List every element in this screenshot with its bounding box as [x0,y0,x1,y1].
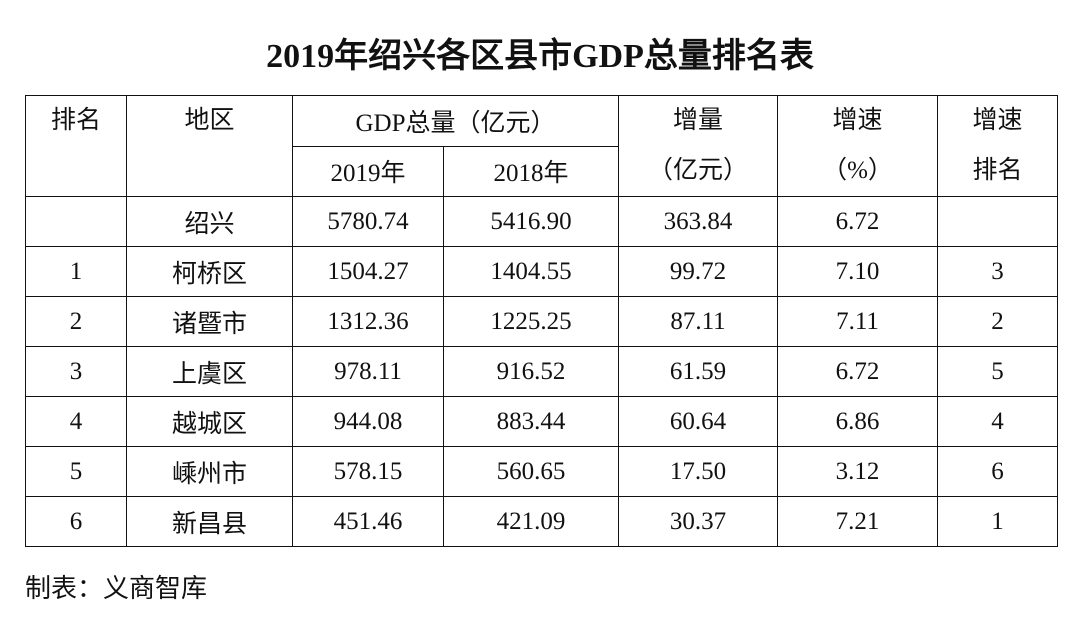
header-line: 增量 [672,107,723,134]
table-cell: 新昌县 [126,496,293,547]
table-row: 2 诸暨市 1312.36 1225.25 87.11 7.11 2 [25,296,1058,347]
table-row: 5 嵊州市 578.15 560.65 17.50 3.12 6 [25,446,1058,497]
table-body: 排名 地区 GDP总量（亿元） 增量 （亿元） 增速 （%） 增速 排名 2019年 2018年 绍兴… [25,95,1058,547]
table-cell: 6.72 [777,346,938,397]
table-cell: 2 [937,296,1058,347]
table-row: 6 新昌县 451.46 421.09 30.37 7.21 1 [25,496,1058,547]
table-cell: 1504.27 [292,246,444,297]
table-cell: 诸暨市 [126,296,293,347]
table-cell: 883.44 [443,396,619,447]
header-cell: 增量 （亿元） [618,95,778,197]
table-cell: 6 [937,446,1058,497]
table-cell: 5780.74 [292,196,444,247]
table-cell [937,196,1058,247]
footer: 制表：义商智库 [25,574,208,603]
table-cell: 30.37 [618,496,778,547]
table-cell: 7.10 [777,246,938,297]
table-cell: 6.86 [777,396,938,447]
table-cell: 5 [937,346,1058,397]
table-cell: 4 [25,396,127,447]
table-cell: 916.52 [443,346,619,397]
table-cell: 560.65 [443,446,619,497]
header-row: 排名 地区 GDP总量（亿元） 增量 （亿元） 增速 （%） 增速 排名 [25,95,1058,197]
table-cell: 363.84 [618,196,778,247]
table-cell: 3.12 [777,446,938,497]
table-cell: 6.72 [777,196,938,247]
table-cell: 1225.25 [443,296,619,347]
table-cell: 421.09 [443,496,619,547]
title: 2019年绍兴各区县市GDP总量排名表 [266,38,814,75]
table-cell: 17.50 [618,446,778,497]
table-cell: 944.08 [292,396,444,447]
header-cell: 地区 [126,95,293,197]
table-cell: 5 [25,446,127,497]
table-cell: 978.11 [292,346,444,397]
table-cell: 99.72 [618,246,778,297]
header-line: 排名 [50,107,101,134]
table-row: 1 柯桥区 1504.27 1404.55 99.72 7.10 3 [25,246,1058,297]
table-cell: 上虞区 [126,346,293,397]
header-line: 增速 [972,107,1023,134]
table-cell [25,196,127,247]
table-cell: 嵊州市 [126,446,293,497]
header-line: 地区 [184,107,235,134]
header-line: （%） [822,157,893,184]
table-cell: 7.11 [777,296,938,347]
table-cell: 1 [937,496,1058,547]
table-cell: 1 [25,246,127,297]
table-cell: 1312.36 [292,296,444,347]
header-cell: 增速 排名 [937,95,1058,197]
table-cell: 1404.55 [443,246,619,297]
table-row: 绍兴 5780.74 5416.90 363.84 6.72 [25,196,1058,247]
table-cell: 578.15 [292,446,444,497]
header-line: 排名 [972,157,1023,184]
table-row: 3 上虞区 978.11 916.52 61.59 6.72 5 [25,346,1058,397]
header-line: 增速 [832,107,883,134]
table-cell: 60.64 [618,396,778,447]
header-cell: 2018年 [443,145,619,197]
table-cell: 6 [25,496,127,547]
table-cell: 越城区 [126,396,293,447]
table-cell: 5416.90 [443,196,619,247]
header-row: 2019年 2018年 [26,145,1058,197]
table: 排名 地区 GDP总量（亿元） 增量 （亿元） 增速 （%） 增速 排名 2019年 2018年 绍兴… [25,95,1058,547]
table-cell: 451.46 [292,496,444,547]
header-cell: 2019年 [292,145,444,197]
table-cell: 柯桥区 [126,246,293,297]
table-cell: 3 [25,346,127,397]
header-cell: 排名 [25,95,127,197]
table-cell: 绍兴 [126,196,293,247]
table-row: 4 越城区 944.08 883.44 60.64 6.86 4 [25,396,1058,447]
table-cell: 3 [937,246,1058,297]
header-cell: 增速 （%） [777,95,938,197]
table-cell: 61.59 [618,346,778,397]
header-line: （亿元） [647,157,748,184]
table-cell: 87.11 [618,296,778,347]
table-cell: 4 [937,396,1058,447]
header-group: GDP总量（亿元） [292,95,619,147]
table-cell: 2 [25,296,127,347]
table-cell: 7.21 [777,496,938,547]
